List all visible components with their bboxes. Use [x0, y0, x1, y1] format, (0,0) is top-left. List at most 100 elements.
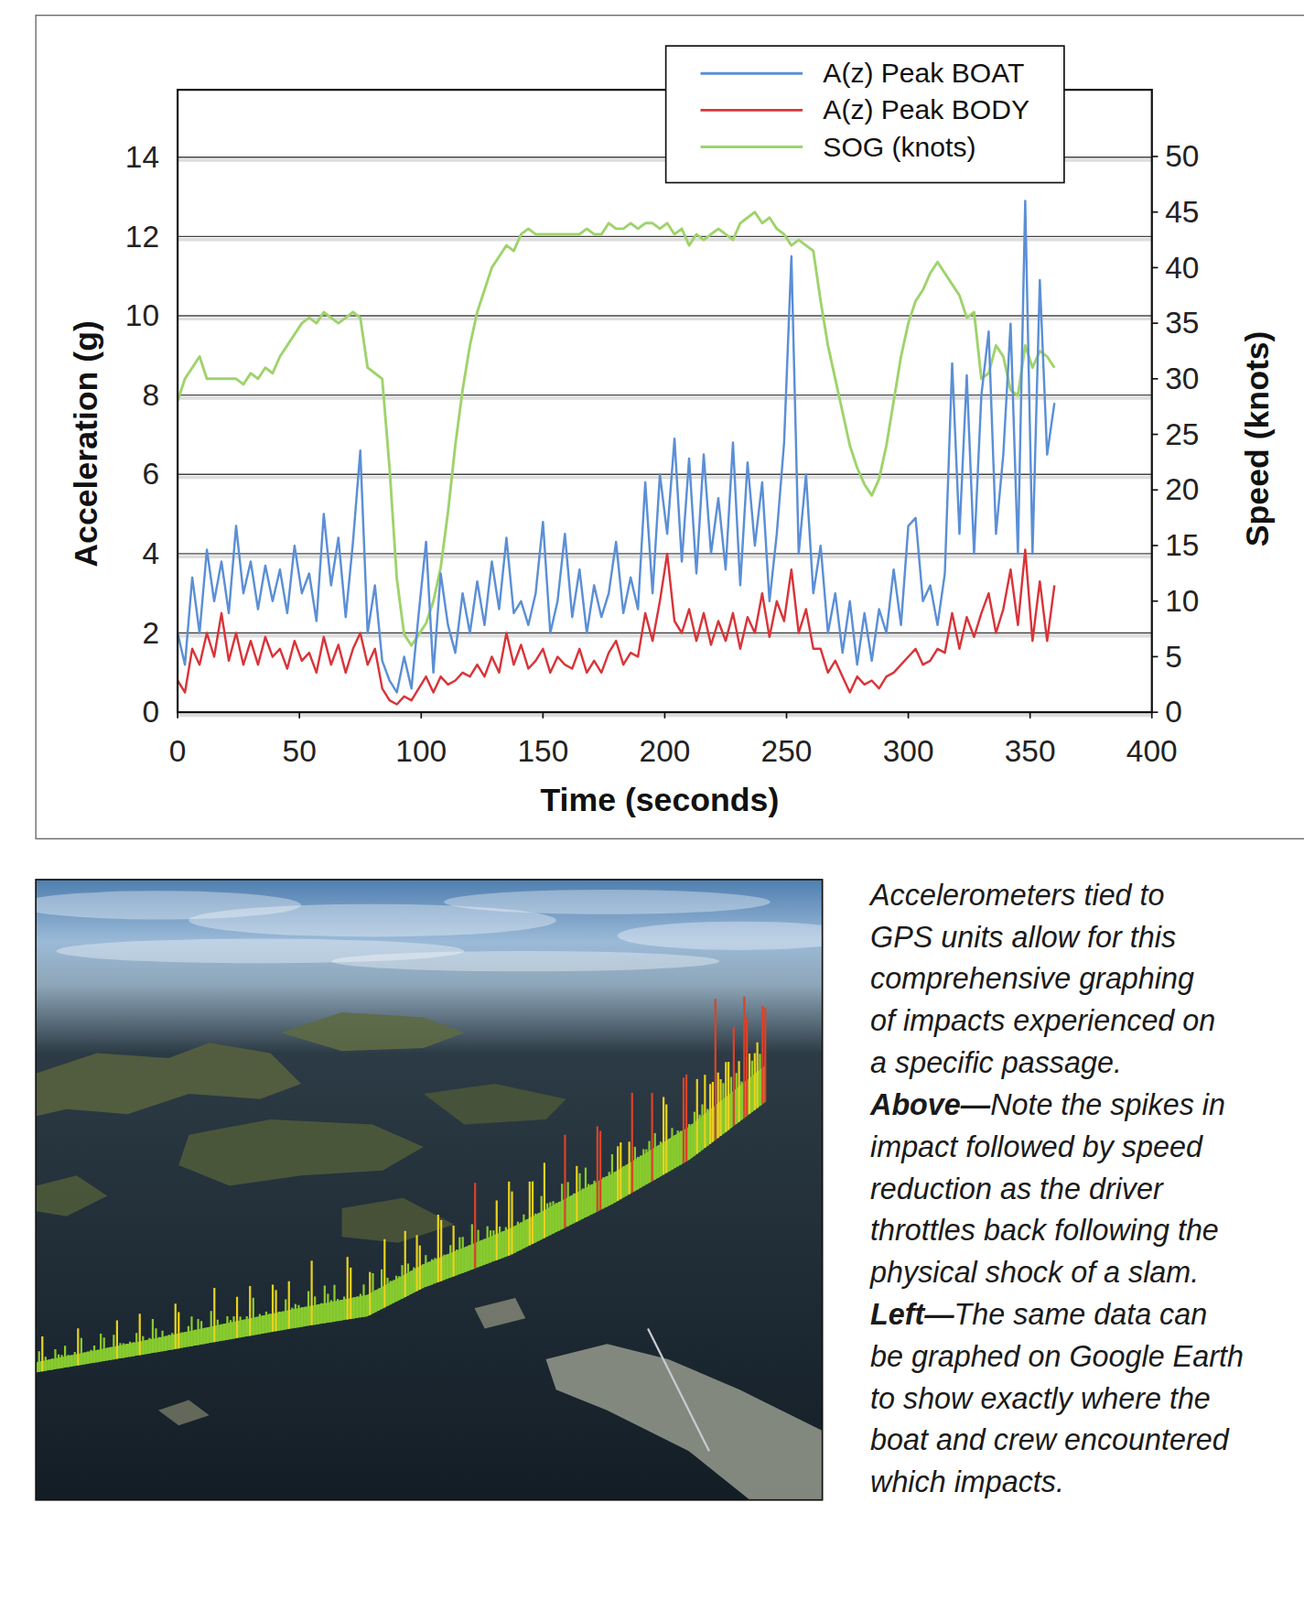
ribbon-spike: [754, 1052, 756, 1110]
ribbon-spike: [578, 1173, 581, 1220]
ribbon-spike: [455, 1249, 458, 1275]
ribbon-spike: [148, 1337, 151, 1354]
ribbon-spike: [492, 1229, 495, 1261]
ribbon-spike: [668, 1138, 670, 1172]
ribbon: [35, 1065, 766, 1373]
ribbon-spike: [174, 1303, 177, 1349]
ribbon-spike: [711, 1081, 714, 1142]
ribbon-spike: [238, 1315, 241, 1337]
ribbon-spike: [311, 1260, 313, 1326]
ribbon-spike: [717, 1072, 720, 1139]
ribbon-spike: [60, 1354, 63, 1368]
sea-sky: [35, 879, 823, 1500]
ribbon-spike: [584, 1167, 587, 1218]
ribbon-spike: [657, 1145, 659, 1178]
x-tick-label: 200: [639, 733, 691, 768]
ribbon-spike: [193, 1329, 196, 1346]
ribbon-spike: [246, 1315, 248, 1337]
ribbon-spike: [555, 1202, 558, 1232]
ribbon-spike: [647, 1141, 650, 1184]
ribbon-spike: [462, 1236, 464, 1272]
ribbon-spike: [522, 1214, 525, 1249]
y2-tick: [1152, 322, 1159, 324]
ribbon-spike: [498, 1226, 501, 1260]
ribbon-spike: [168, 1334, 171, 1350]
grid-shadow: [177, 317, 1153, 321]
y2-tick: [1152, 433, 1159, 436]
cloud: [443, 889, 771, 915]
caption-lead: Above—: [869, 1088, 992, 1121]
ribbon-spike: [531, 1181, 534, 1244]
ribbon-spike: [116, 1319, 119, 1358]
x-tick-label: 350: [1004, 733, 1057, 768]
grid-line: [177, 474, 1153, 475]
legend: A(z) Peak BOATA(z) Peak BODYSOG (knots): [666, 45, 1065, 183]
ribbon-spike: [47, 1358, 50, 1370]
ribbon-spike: [80, 1337, 83, 1365]
ribbon-spike: [355, 1295, 358, 1318]
ribbon-spike: [380, 1269, 383, 1309]
ribbon-spike: [204, 1327, 206, 1344]
x-tick: [786, 711, 788, 719]
ribbon-spike: [696, 1078, 699, 1154]
caption-line: Above—Note the spikes in: [869, 1088, 1226, 1121]
ribbon-spike: [349, 1267, 352, 1319]
ribbon-spike: [540, 1196, 543, 1240]
ribbon-spike: [514, 1225, 517, 1252]
ribbon-spike: [242, 1319, 245, 1337]
ribbon-spike: [467, 1245, 470, 1272]
ribbon-spike: [551, 1200, 554, 1233]
series-line: [177, 200, 1055, 692]
chart-frame: [35, 15, 1304, 840]
ribbon-spike: [558, 1201, 561, 1231]
ribbon-spike: [99, 1333, 102, 1361]
ribbon-spike: [301, 1306, 303, 1326]
ribbon-spike: [122, 1342, 125, 1358]
ribbon-spike: [366, 1294, 368, 1316]
y-tick-label: 12: [125, 219, 160, 254]
cloud: [331, 950, 720, 971]
ribbon-spike: [190, 1315, 193, 1346]
caption-line: be graphed on Google Earth: [870, 1339, 1244, 1373]
caption-lead: Left—: [870, 1297, 955, 1331]
ribbon-spike: [587, 1183, 590, 1216]
grid-line: [177, 314, 1153, 316]
ribbon-spike: [645, 1149, 647, 1185]
y2-tick: [1152, 600, 1159, 603]
ribbon-spike: [223, 1323, 226, 1340]
ribbon-spike: [64, 1345, 66, 1368]
ribbon-spike: [631, 1092, 634, 1193]
ribbon-spike: [255, 1316, 258, 1335]
island: [158, 1400, 210, 1426]
ribbon-spike: [213, 1287, 216, 1342]
ribbon-spike: [756, 1042, 759, 1109]
ribbon-spike: [570, 1195, 572, 1225]
ribbon-spike: [294, 1304, 297, 1328]
ribbon-spike: [507, 1181, 510, 1256]
ribbon-spike: [452, 1225, 455, 1277]
ribbon-spike: [510, 1191, 513, 1255]
ribbon-spike: [76, 1327, 79, 1365]
ribbon-spike: [546, 1203, 549, 1237]
ribbon-spike: [252, 1297, 255, 1336]
ribbon-spike: [320, 1303, 323, 1324]
ribbon-spike: [677, 1130, 679, 1166]
y2-tick: [1152, 267, 1159, 270]
ribbon-spike: [719, 1078, 722, 1136]
y2-tick: [1152, 377, 1159, 380]
y-tick-label: 10: [125, 298, 160, 333]
ribbon-spike: [688, 1123, 690, 1160]
ribbon-spike: [284, 1298, 287, 1329]
legend-label: SOG (knots): [822, 131, 976, 162]
y2-tick-label: 35: [1164, 305, 1199, 340]
ribbon-spike: [412, 1267, 415, 1294]
grid-line: [177, 552, 1153, 554]
caption-text: The same data can: [954, 1297, 1208, 1331]
ribbon-spike: [732, 1026, 735, 1126]
ribbon-spike: [346, 1256, 349, 1319]
ribbon-spike: [748, 1053, 751, 1114]
y2-tick: [1152, 544, 1159, 547]
ribbon-spike: [735, 1072, 738, 1124]
ribbon-spike: [662, 1096, 665, 1175]
ribbon-spike: [628, 1141, 631, 1194]
